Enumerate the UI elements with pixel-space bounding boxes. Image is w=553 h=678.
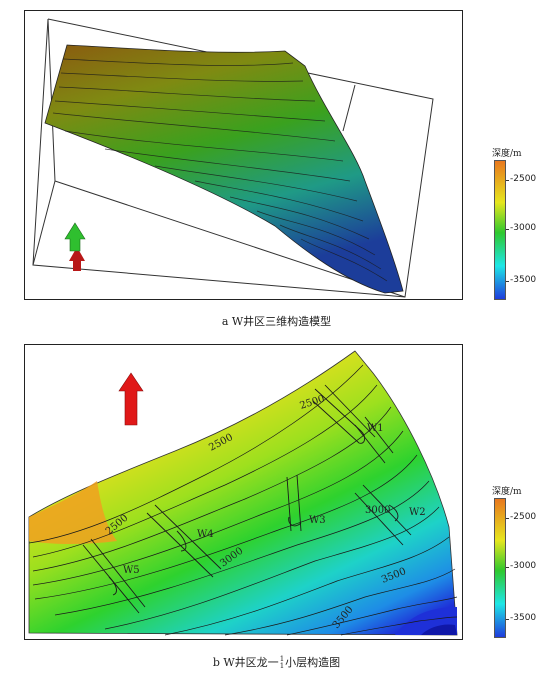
caption-b-text: b W井区龙一 (212, 656, 279, 669)
3d-model-panel (24, 10, 463, 300)
colorbar-a-tick: -3000 (510, 223, 537, 233)
shallow-zone (29, 481, 117, 544)
well-label-w4: W4 (197, 529, 214, 540)
well-labels: W1 W2 W3 W4 W5 (123, 423, 426, 576)
fault-lines (82, 384, 412, 614)
colorbar-a-mark (506, 180, 509, 181)
colorbar-a-scale (494, 160, 506, 300)
colorbar-b-mark (506, 567, 509, 568)
north-arrow-3d-icon (64, 222, 86, 271)
colorbar-a-tick: -3500 (510, 275, 537, 285)
colorbar-a-mark (506, 281, 509, 282)
colorbar-b-mark (506, 619, 509, 620)
colorbar-a-tick: -2500 (510, 174, 537, 184)
caption-b-sub: 1 (279, 662, 285, 670)
caption-b: b W井区龙一 1 1 小层构造图 (0, 654, 553, 670)
colorbar-a-mark (506, 229, 509, 230)
structural-surface (44, 44, 404, 294)
3d-model-canvas (32, 18, 434, 298)
caption-b-tail: 小层构造图 (285, 656, 341, 669)
caption-b-sup: 1 (279, 655, 285, 663)
colorbar-b-title: 深度/m (492, 487, 522, 497)
north-arrow-icon (118, 372, 144, 426)
contour-map-canvas: 2500 2500 2500 3000 3000 3500 3500 W1 W2… (28, 350, 458, 636)
caption-a: a W井区三维构造模型 (221, 315, 332, 328)
well-label-w2: W2 (409, 507, 426, 518)
colorbar-b-mark (506, 518, 509, 519)
surface-contours (52, 58, 388, 282)
well-label-w1: W1 (367, 423, 384, 434)
contour-map-panel: 2500 2500 2500 3000 3000 3500 3500 W1 W2… (24, 344, 463, 640)
colorbar-b-tick: -3500 (510, 613, 537, 623)
colorbar-b-scale (494, 498, 506, 638)
contour-lines (28, 364, 458, 636)
contour-label: 3000 (365, 505, 390, 516)
structure-map-area (28, 350, 458, 636)
colorbar-b-tick: -2500 (510, 512, 537, 522)
deepest-zone (421, 624, 457, 635)
well-label-w5: W5 (123, 565, 140, 576)
colorbar-b-tick: -3000 (510, 561, 537, 571)
well-label-w3: W3 (309, 515, 326, 526)
colorbar-a-title: 深度/m (492, 149, 522, 159)
